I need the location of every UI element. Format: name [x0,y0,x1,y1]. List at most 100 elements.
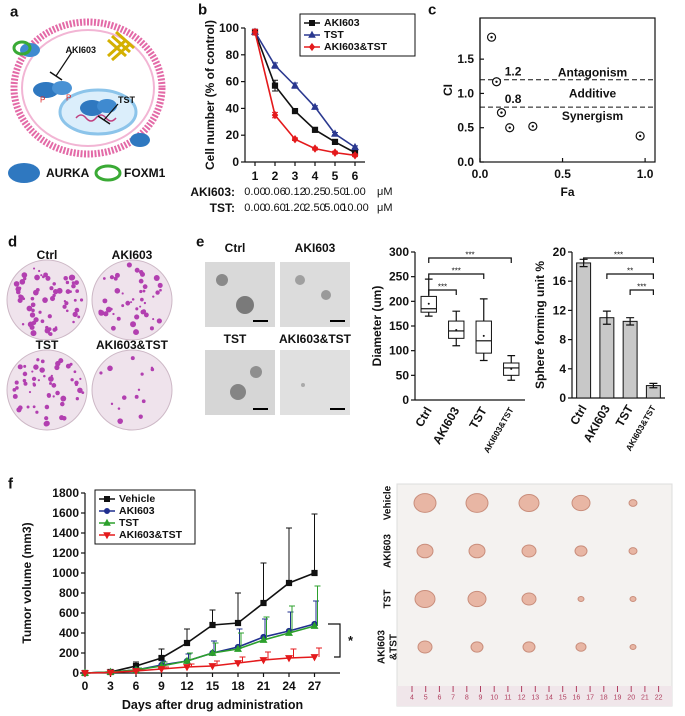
marker [208,648,217,656]
marker [259,635,268,643]
tumor [521,592,537,606]
colony [60,401,65,407]
y-tick-label: 0 [232,155,239,169]
colony [29,312,36,318]
colony [159,288,162,292]
colony [26,305,33,312]
colony [105,306,112,313]
colony [15,386,19,390]
y-tick-label: 0.0 [457,155,474,169]
ruler-label: 11 [504,695,511,702]
colony [81,391,85,395]
x-tick-label: 18 [231,679,245,693]
marker [331,129,339,137]
cell-membrane-inner [21,29,155,147]
dish-label: AKI603 [112,248,153,262]
cell-membrane [10,18,166,158]
colony [50,296,56,302]
x-tick-label: 9 [158,679,165,693]
colony [77,315,81,319]
cell-diagram: AKI603 TST P P AURKA FOXM1 [8,18,166,183]
dose-unit: μM [377,202,393,214]
colony [60,395,67,402]
x-tick-label: 2 [272,169,279,183]
x-tick-label: AKI603 [430,404,463,447]
colony [40,359,45,364]
sphere [236,296,254,314]
colony [71,283,76,289]
colony [46,393,52,398]
colony [155,290,160,295]
legend-label: TST [324,29,344,41]
colony [73,298,77,302]
colony [52,282,56,286]
colony [49,382,52,385]
region-label: Additive [569,86,617,100]
error-bar [260,562,267,603]
colony [49,286,54,291]
colony [133,329,139,336]
sphere [216,274,228,286]
significance-label: *** [452,267,461,276]
colony [79,298,84,302]
tumor [575,642,587,652]
reference-label: 1.2 [505,65,522,79]
receptor [107,30,135,62]
y-tick-label: 1600 [52,506,79,520]
x-tick-label: 12 [180,679,194,693]
error-bar [236,628,243,647]
colony [140,372,144,376]
colony [31,370,34,373]
colony [71,281,75,285]
colony [130,356,135,361]
colony [134,394,139,399]
dose-value: 10.00 [341,202,369,214]
y-axis-label: Sphere forming unit % [533,261,547,389]
phospho-label: P [40,96,45,105]
colony [13,281,20,287]
reference-label: 0.8 [505,92,522,106]
colony [72,311,78,318]
colony [121,395,127,400]
tumor [413,493,437,513]
marker [103,532,111,540]
error-bar [188,663,195,667]
colony [56,287,63,294]
significance-label: *** [637,283,646,292]
colony [150,366,154,370]
marker [310,654,319,662]
marker [234,619,242,627]
ruler-label: 9 [479,695,483,702]
colony [36,358,40,362]
micrograph-label: AKI603 [295,241,336,255]
x-tick-label: 0 [82,679,89,693]
marker [311,144,319,153]
tumor [417,640,433,654]
marker [311,569,318,577]
colony [48,376,54,382]
error-bar [235,592,241,623]
colony [157,282,163,288]
region-label: Antagonism [558,66,627,80]
error-bar [212,642,219,653]
colony [74,382,78,387]
marker [157,666,166,674]
point-center [495,80,498,83]
marker [106,669,115,677]
marker [158,654,165,662]
ruler-label: 12 [518,695,526,702]
tumor [522,641,536,653]
marker [285,579,293,587]
y-tick-label: 0 [72,666,79,680]
inhibition-bar [49,71,63,81]
colony [79,377,82,380]
colony [130,321,137,328]
x-tick-label: 21 [257,679,271,693]
tumor-row-label: Vehicle [383,485,394,520]
marker [311,126,319,133]
colony [68,274,75,281]
colony [54,327,58,331]
colony [12,387,17,392]
tumor [416,543,434,559]
error-bar [265,651,271,660]
